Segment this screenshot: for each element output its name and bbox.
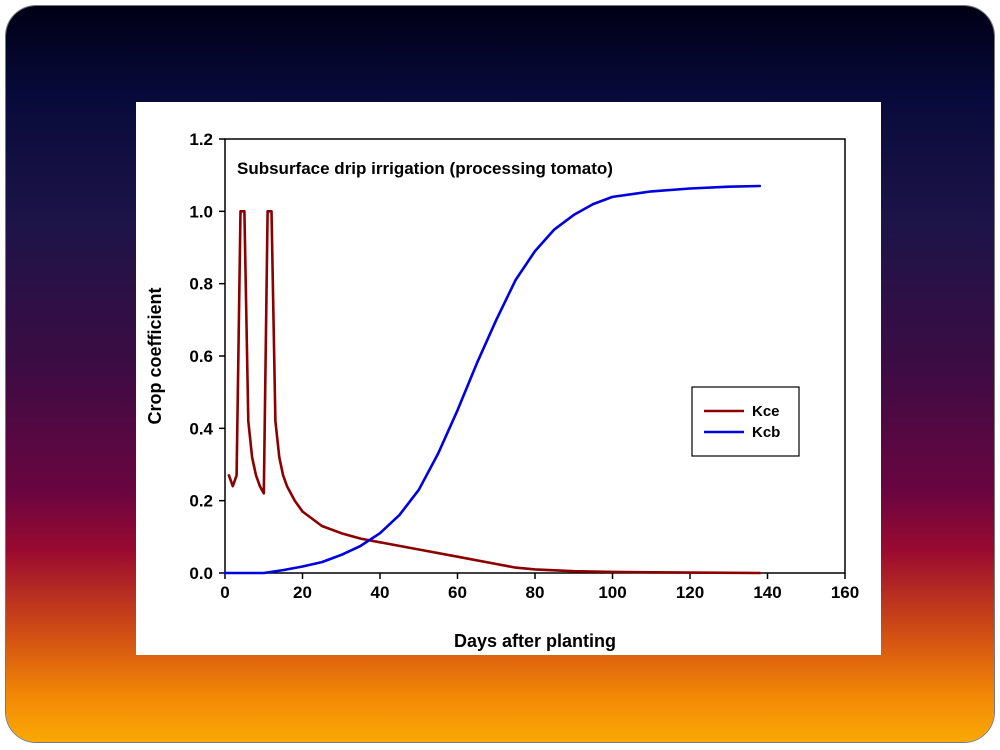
legend: Kce Kcb	[691, 386, 800, 457]
x-tick-label: 160	[831, 583, 859, 602]
y-tick-label: 1.0	[189, 202, 213, 221]
y-axis-label: Crop coefficient	[145, 287, 165, 424]
axis-ticks: 0 20 40 60 80 100 120 140 160 0.0 0.2 0.4 0.6 0.8 1.0 1…	[189, 130, 859, 602]
y-tick-label: 0.6	[189, 347, 213, 366]
y-tick-label: 0.0	[189, 564, 213, 583]
y-tick-label: 1.2	[189, 130, 213, 149]
x-tick-label: 0	[220, 583, 229, 602]
x-tick-label: 60	[448, 583, 467, 602]
x-tick-label: 140	[753, 583, 781, 602]
y-tick-label: 0.4	[189, 419, 213, 438]
legend-box	[691, 386, 800, 457]
x-axis-label: Days after planting	[454, 631, 616, 651]
legend-label-kce: Kce	[752, 403, 780, 420]
plot-area	[224, 138, 846, 574]
chart-title: Subsurface drip irrigation (processing t…	[237, 159, 613, 178]
x-tick-label: 80	[526, 583, 545, 602]
line-chart: Subsurface drip irrigation (processing t…	[145, 130, 859, 651]
x-tick-label: 40	[371, 583, 390, 602]
series-line-kce	[227, 210, 762, 575]
series-lines	[223, 184, 762, 575]
y-tick-label: 0.2	[189, 492, 213, 511]
y-tick-label: 0.8	[189, 275, 213, 294]
slide-background: Subsurface drip irrigation (processing t…	[6, 6, 994, 742]
legend-label-kcb: Kcb	[752, 424, 780, 441]
x-tick-label: 100	[598, 583, 626, 602]
chart-panel: Subsurface drip irrigation (processing t…	[136, 102, 881, 655]
x-tick-label: 120	[676, 583, 704, 602]
x-tick-label: 20	[293, 583, 312, 602]
series-line-kcb	[223, 184, 762, 575]
